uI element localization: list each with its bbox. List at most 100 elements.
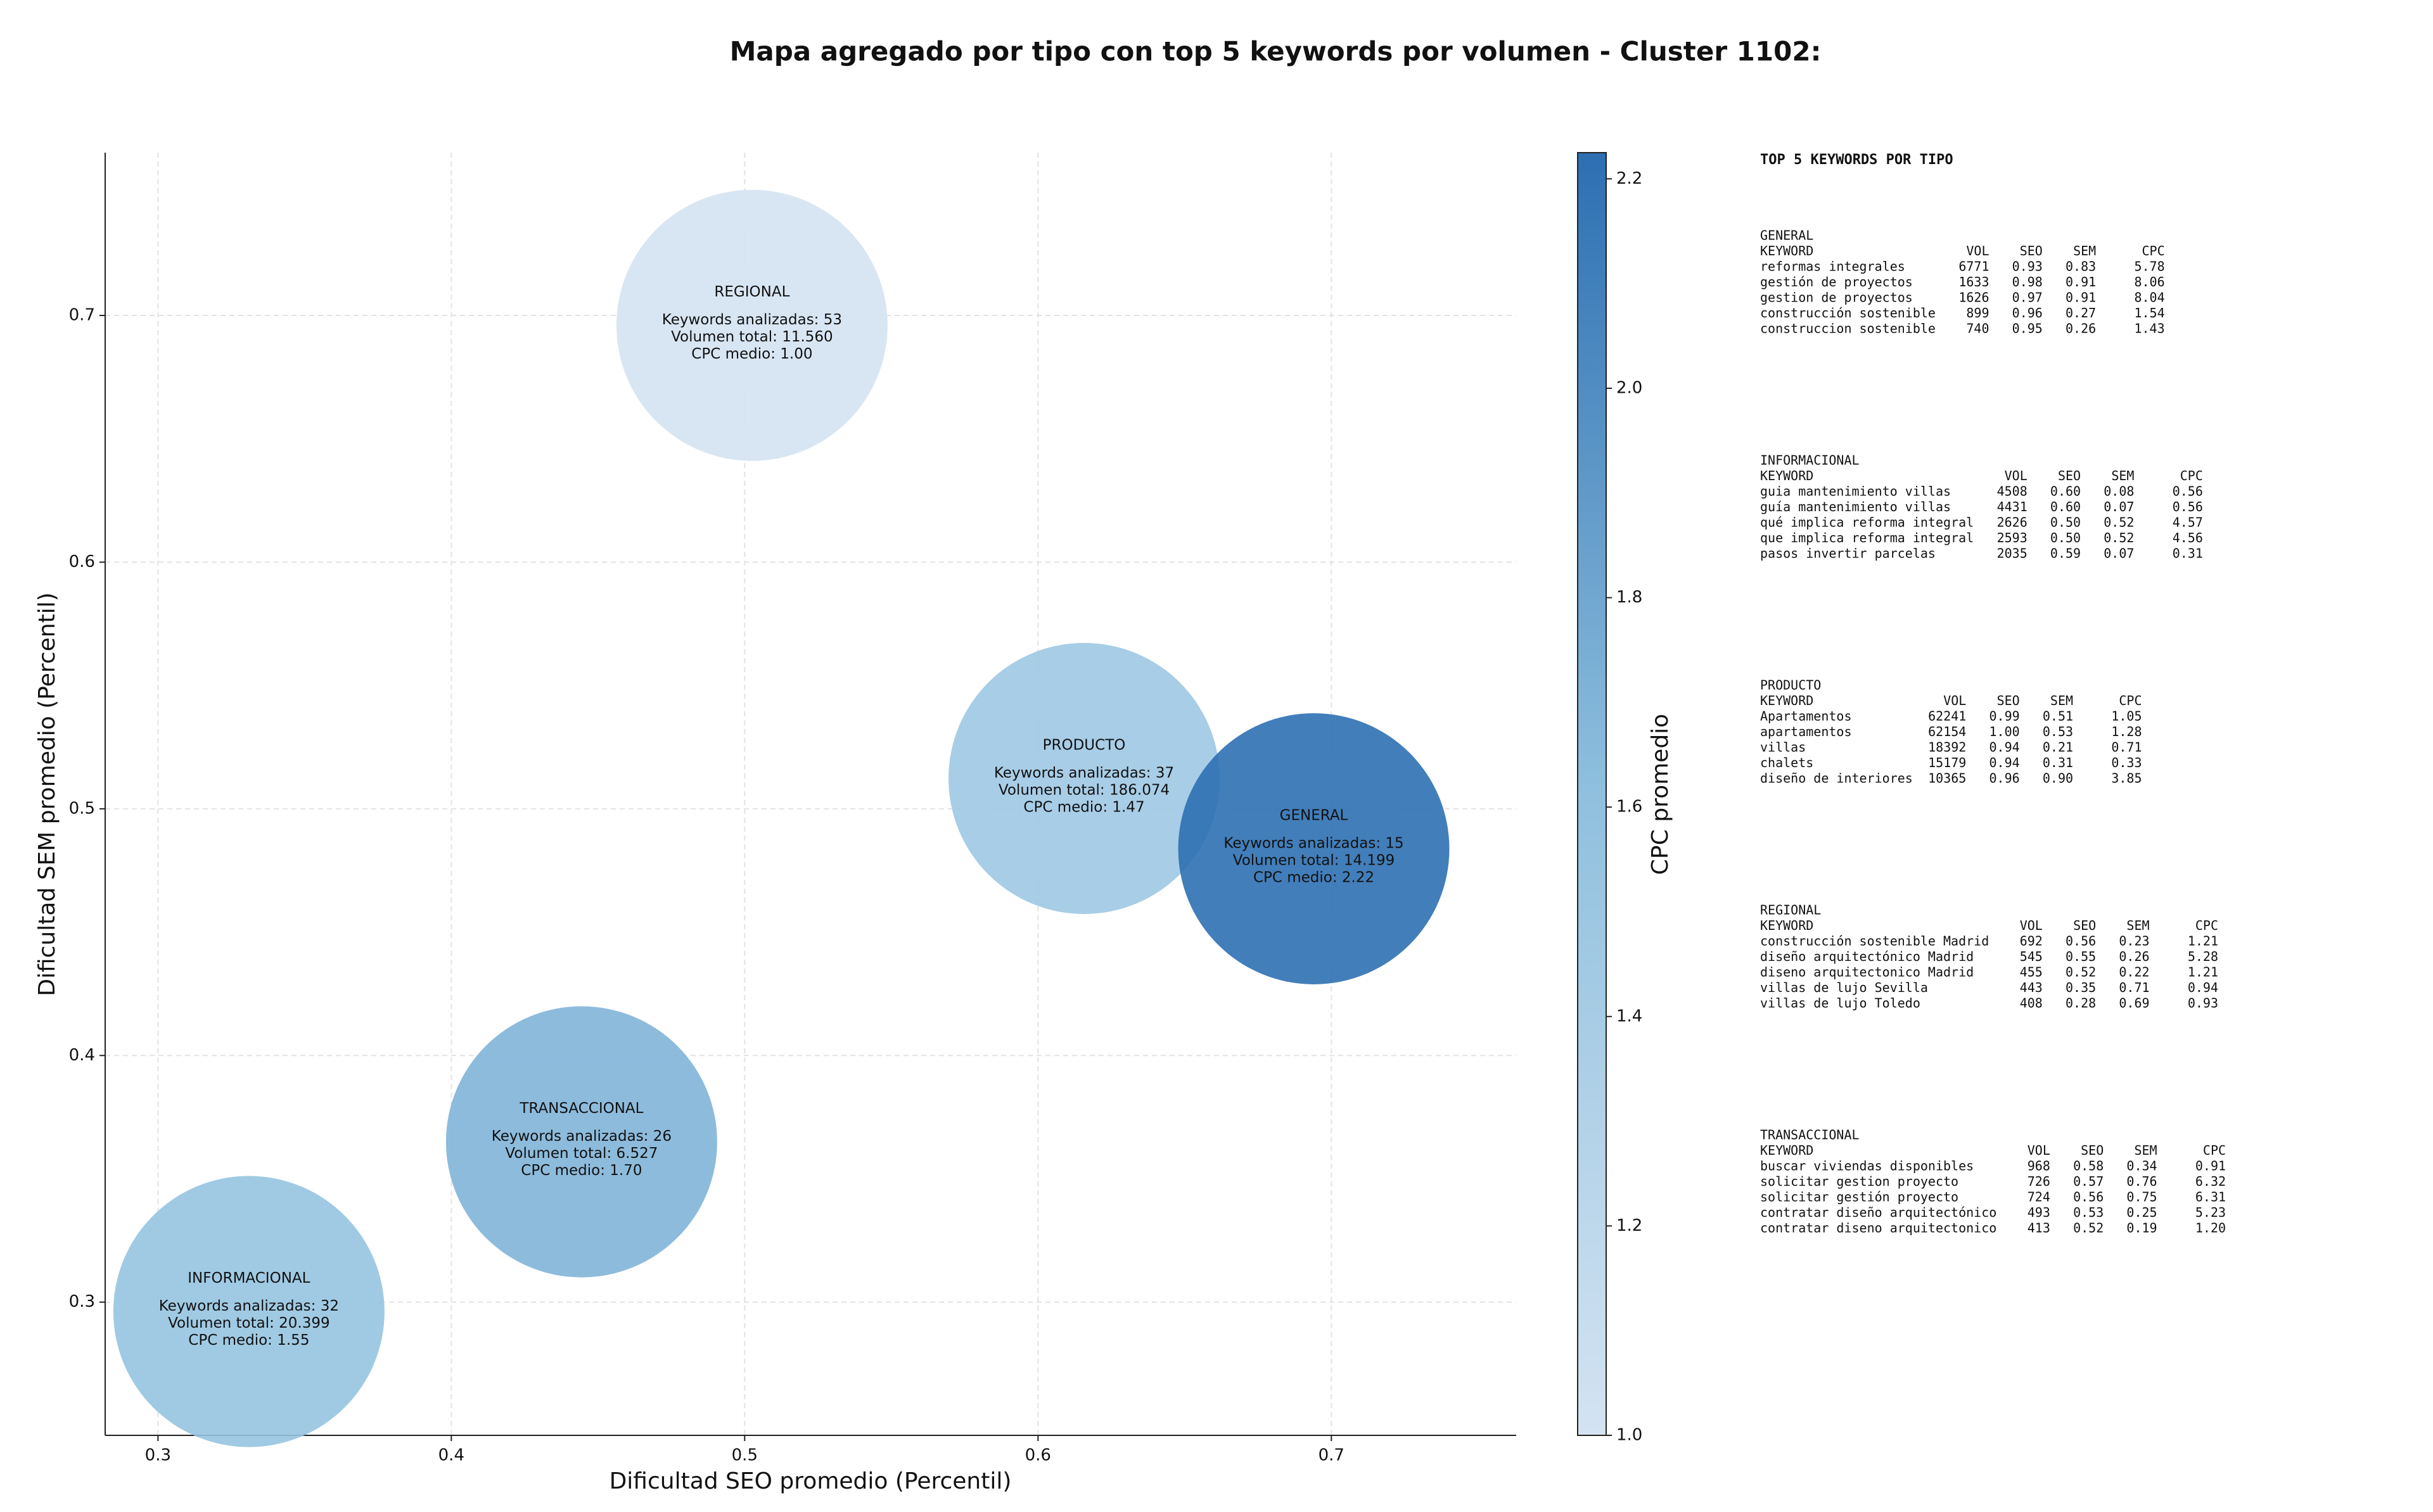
- panel-cell: 0.93: [2012, 259, 2043, 274]
- panel-cell: 0.94: [1989, 740, 2020, 755]
- panel-cell: chalets: [1760, 755, 1813, 770]
- panel-cell: 4508: [1997, 484, 2027, 499]
- colorbar-tick-label: 1.2: [1616, 1216, 1642, 1235]
- panel-cell: 968: [2027, 1159, 2050, 1174]
- panel-column-header: SEO: [2073, 918, 2096, 933]
- panel-cell: 3.85: [2111, 771, 2142, 786]
- bubble: [616, 189, 888, 461]
- panel-group-name: REGIONAL: [1760, 903, 1821, 918]
- panel-cell: 0.55: [2066, 949, 2096, 964]
- panel-cell: 0.28: [2066, 996, 2096, 1011]
- panel-cell: 0.91: [2195, 1159, 2226, 1174]
- x-tick-label: 0.3: [145, 1446, 171, 1465]
- panel-cell: que implica reforma integral: [1760, 530, 1974, 545]
- panel-column-header: CPC: [2203, 1143, 2226, 1158]
- panel-column-header: KEYWORD: [1760, 918, 1813, 933]
- y-axis-label: Dificultad SEM promedio (Percentil): [34, 592, 60, 996]
- panel-cell: 0.71: [2111, 740, 2142, 755]
- bubble-annotation: CPC medio: 1.47: [1023, 799, 1144, 815]
- panel-cell: 0.71: [2119, 980, 2149, 995]
- panel-cell: construcción sostenible: [1760, 305, 1936, 321]
- panel-cell: 740: [1966, 321, 1989, 336]
- panel-cell: gestion de proyectos: [1760, 290, 1913, 305]
- bubble-name: PRODUCTO: [1043, 737, 1126, 753]
- bubble-annotation: CPC medio: 2.22: [1253, 869, 1374, 886]
- panel-column-header: CPC: [2119, 693, 2142, 708]
- panel-cell: diseño arquitectónico Madrid: [1760, 949, 1974, 964]
- panel-cell: 0.60: [2050, 499, 2081, 514]
- panel-cell: 0.31: [2043, 755, 2073, 770]
- panel-cell: 0.26: [2119, 949, 2149, 964]
- panel-column-header: SEM: [2073, 243, 2096, 258]
- panel-column-header: SEO: [2081, 1143, 2104, 1158]
- y-tick-label: 0.7: [69, 306, 95, 325]
- panel-column-header: SEO: [1997, 693, 2020, 708]
- panel-cell: 18392: [1928, 740, 1966, 755]
- panel-cell: 6771: [1958, 259, 1989, 274]
- panel-column-header: KEYWORD: [1760, 468, 1813, 483]
- panel-cell: 0.93: [2188, 996, 2218, 1011]
- panel-cell: 0.33: [2111, 755, 2142, 770]
- panel-cell: 1626: [1958, 290, 1989, 305]
- panel-cell: 8.04: [2134, 290, 2164, 305]
- panel-cell: gestión de proyectos: [1760, 274, 1913, 289]
- panel-cell: 0.76: [2126, 1174, 2157, 1189]
- panel-column-header: SEM: [2126, 918, 2149, 933]
- panel-cell: apartamentos: [1760, 724, 1852, 739]
- x-tick-label: 0.7: [1319, 1446, 1344, 1465]
- panel-cell: 0.91: [2066, 274, 2096, 289]
- bubble-annotation: Volumen total: 186.074: [999, 782, 1170, 798]
- panel-cell: qué implica reforma integral: [1760, 515, 1974, 530]
- panel-cell: 8.06: [2134, 274, 2164, 289]
- panel-cell: 0.50: [2050, 530, 2081, 545]
- panel-cell: 4.56: [2173, 530, 2203, 545]
- panel-cell: 2593: [1997, 530, 2027, 545]
- panel-title: TOP 5 KEYWORDS POR TIPO: [1760, 152, 1953, 168]
- panel-column-header: VOL: [2005, 468, 2027, 483]
- panel-cell: 545: [2020, 949, 2043, 964]
- bubble-annotation: Volumen total: 6.527: [505, 1145, 658, 1162]
- panel-cell: 0.60: [2050, 484, 2081, 499]
- panel-column-header: CPC: [2195, 918, 2218, 933]
- panel-column-header: VOL: [1966, 243, 1989, 258]
- panel-cell: contratar diseno arquitectonico: [1760, 1221, 1996, 1236]
- panel-cell: 413: [2027, 1221, 2050, 1236]
- panel-cell: 15179: [1928, 755, 1966, 770]
- panel-cell: 4.57: [2173, 515, 2203, 530]
- panel-cell: 1.21: [2188, 934, 2218, 949]
- bubble-annotation: Volumen total: 20.399: [168, 1315, 330, 1331]
- panel-group-name: GENERAL: [1760, 228, 1813, 243]
- panel-cell: 2626: [1997, 515, 2027, 530]
- panel-cell: 0.35: [2066, 980, 2096, 995]
- bubble-annotation: CPC medio: 1.70: [521, 1162, 642, 1179]
- colorbar: [1577, 152, 1607, 1436]
- panel-cell: 692: [2020, 934, 2043, 949]
- bubble: [113, 1176, 385, 1447]
- panel-cell: 0.56: [2173, 484, 2203, 499]
- panel-cell: 0.99: [1989, 709, 2020, 724]
- x-tick-label: 0.4: [438, 1446, 464, 1465]
- panel-cell: reformas integrales: [1760, 259, 1905, 274]
- panel-cell: 0.56: [2073, 1190, 2104, 1205]
- panel-cell: 0.52: [2104, 530, 2134, 545]
- panel-cell: 62154: [1928, 724, 1966, 739]
- panel-cell: 0.07: [2104, 546, 2134, 561]
- panel-cell: 0.21: [2043, 740, 2073, 755]
- panel-cell: diseño de interiores: [1760, 771, 1913, 786]
- panel-cell: diseno arquitectonico Madrid: [1760, 965, 1974, 980]
- panel-group-name: PRODUCTO: [1760, 678, 1821, 693]
- panel-cell: guia mantenimiento villas: [1760, 484, 1951, 499]
- panel-cell: 0.27: [2066, 305, 2096, 321]
- panel-cell: 0.58: [2073, 1159, 2104, 1174]
- panel-cell: 0.97: [2012, 290, 2043, 305]
- panel-cell: 726: [2027, 1174, 2050, 1189]
- panel-cell: 62241: [1928, 709, 1966, 724]
- panel-cell: 0.19: [2126, 1221, 2157, 1236]
- x-axis-label: Dificultad SEO promedio (Percentil): [610, 1468, 1012, 1494]
- panel-cell: 0.08: [2104, 484, 2134, 499]
- chart-title: Mapa agregado por tipo con top 5 keyword…: [730, 36, 1822, 67]
- panel-cell: 2035: [1997, 546, 2027, 561]
- panel-cell: guía mantenimiento villas: [1760, 499, 1951, 514]
- panel-cell: 899: [1966, 305, 1989, 321]
- panel-cell: 0.31: [2173, 546, 2203, 561]
